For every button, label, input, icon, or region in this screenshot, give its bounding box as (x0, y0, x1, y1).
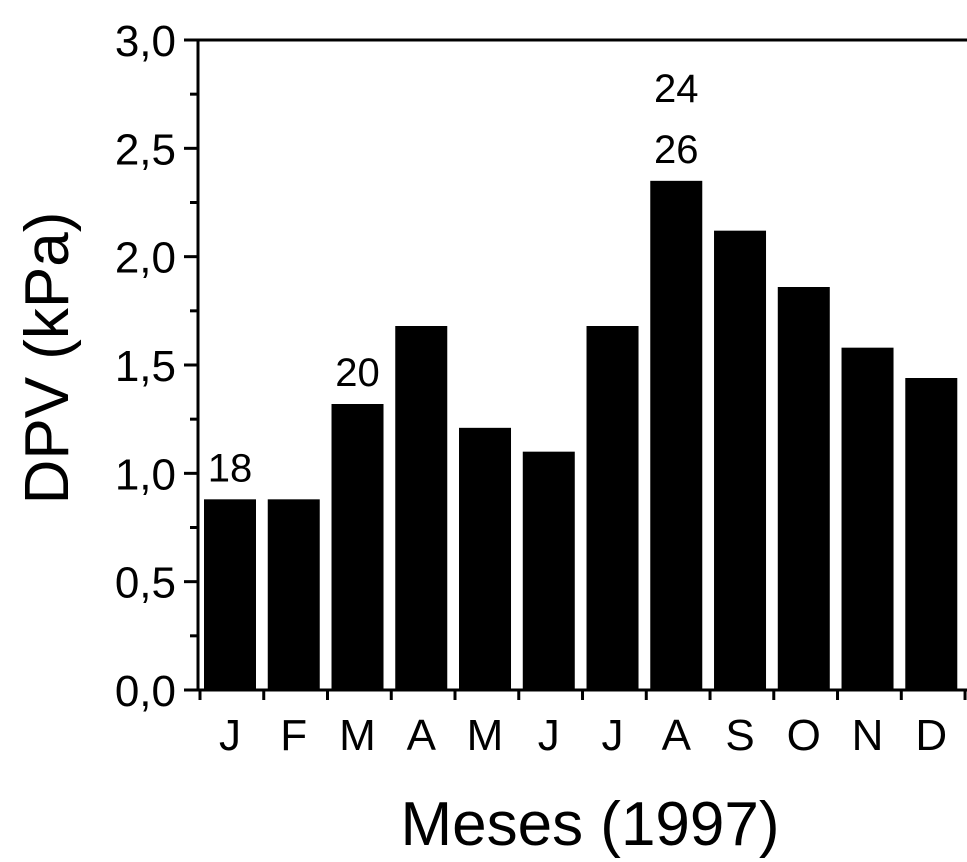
bars (204, 180, 958, 691)
bar (522, 451, 575, 690)
y-tick-label: 0,0 (115, 667, 176, 716)
y-axis-title: DPV (kPa) (13, 212, 82, 505)
x-category-label: J (602, 711, 624, 760)
x-category-label: M (339, 711, 376, 760)
annotations: 18 20 24 26 (208, 67, 699, 490)
x-axis-title: Meses (1997) (400, 790, 779, 859)
bar (905, 378, 958, 690)
bar-annotation: 26 (654, 128, 699, 172)
y-tick-label: 1,5 (115, 342, 176, 391)
bar-annotation: 18 (208, 446, 253, 490)
bar (267, 499, 320, 690)
bar (841, 347, 894, 690)
x-category-label: A (662, 711, 692, 760)
bar-annotation: 20 (335, 351, 380, 395)
x-category-label: N (852, 711, 884, 760)
x-category-label: A (407, 711, 437, 760)
bar-annotation: 24 (654, 67, 699, 111)
bar (714, 230, 767, 691)
x-category-label: F (280, 711, 307, 760)
bar (459, 427, 512, 690)
x-category-label: O (787, 711, 821, 760)
y-tick-label: 3,0 (115, 17, 176, 66)
bar (777, 287, 830, 690)
bar (395, 326, 448, 690)
bar (204, 499, 256, 690)
y-tick-label: 2,5 (115, 125, 176, 174)
x-category-label: J (538, 711, 560, 760)
y-tick-label: 2,0 (115, 234, 176, 283)
bar (586, 326, 639, 690)
y-tick-label: 0,5 (115, 559, 176, 608)
x-category-label: M (467, 711, 504, 760)
x-category-label: D (915, 711, 947, 760)
x-category-label: J (219, 711, 241, 760)
y-ticks: 0,0 0,5 1,0 1,5 2,0 2,5 3,0 (115, 17, 198, 716)
bar (650, 180, 703, 690)
bar (331, 404, 384, 690)
x-category-label: S (725, 711, 754, 760)
y-tick-label: 1,0 (115, 450, 176, 499)
